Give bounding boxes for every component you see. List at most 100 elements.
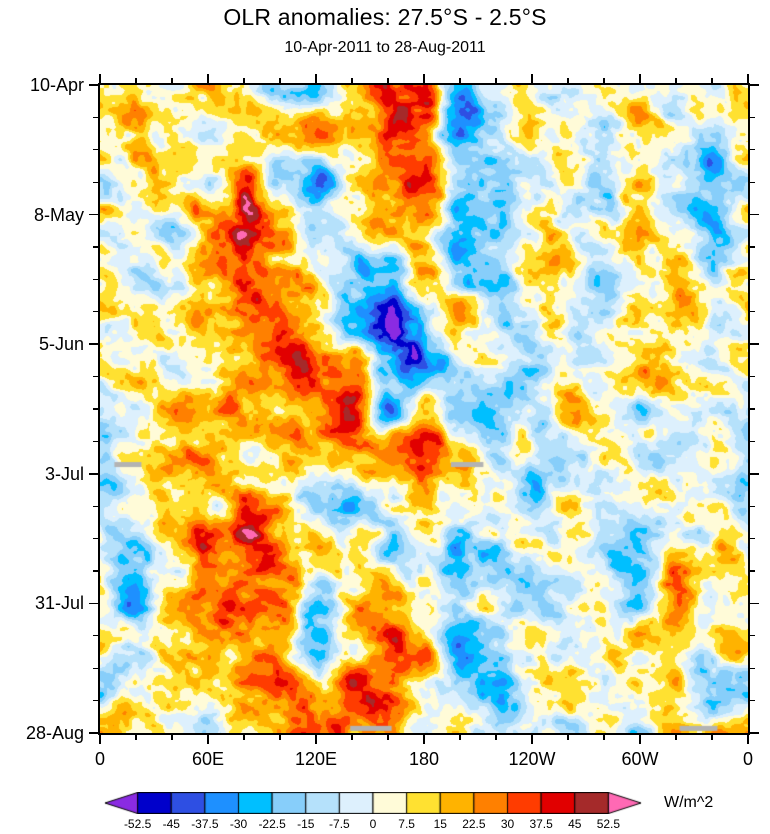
x-minor-tick: [243, 735, 245, 740]
y-minor-tick: [750, 278, 755, 280]
colorbar-tick-label: -15: [297, 817, 315, 831]
y-major-tick: [89, 732, 98, 734]
x-minor-tick: [351, 735, 353, 740]
y-major-tick: [750, 732, 759, 734]
chart-title: OLR anomalies: 27.5°S - 2.5°S: [223, 4, 547, 30]
x-minor-tick: [675, 78, 677, 83]
y-minor-tick: [750, 700, 755, 702]
colorbar-tick-label: 45: [568, 817, 582, 831]
y-minor-tick: [750, 570, 755, 572]
heatmap-canvas: [100, 85, 748, 733]
y-minor-tick: [93, 149, 98, 151]
colorbar-tick-label: 52.5: [596, 817, 621, 831]
x-minor-tick: [711, 735, 713, 740]
x-minor-tick: [279, 78, 281, 83]
y-tick-label: 8-May: [33, 204, 84, 225]
y-minor-tick: [93, 376, 98, 378]
y-minor-tick: [93, 246, 98, 248]
x-minor-tick: [459, 78, 461, 83]
y-minor-tick: [93, 570, 98, 572]
x-major-tick: [315, 74, 317, 83]
y-major-tick: [750, 602, 759, 605]
y-tick-label: 28-Aug: [25, 723, 84, 743]
colorbar-tick-label: -22.5: [258, 817, 286, 831]
x-major-tick: [747, 74, 749, 83]
y-tick-label: 31-Jul: [34, 593, 84, 614]
y-tick-label: 10-Apr: [29, 75, 84, 95]
y-minor-tick: [750, 505, 755, 507]
x-minor-tick: [603, 735, 605, 740]
y-minor-tick: [93, 700, 98, 702]
x-major-tick: [639, 735, 641, 744]
x-major-tick: [423, 735, 425, 744]
y-minor-tick: [750, 376, 755, 378]
y-major-tick: [89, 602, 98, 605]
y-major-tick: [89, 343, 98, 345]
x-minor-tick: [603, 78, 605, 83]
y-minor-tick: [93, 505, 98, 507]
x-minor-tick: [567, 735, 569, 740]
colorbar-tick-label: 22.5: [462, 817, 486, 831]
x-minor-tick: [387, 78, 389, 83]
y-major-tick: [750, 473, 759, 475]
chart-subtitle: 10-Apr-2011 to 28-Aug-2011: [284, 39, 486, 56]
y-major-tick: [750, 213, 759, 216]
x-major-tick: [315, 735, 317, 744]
colorbar-tick-label: 30: [500, 817, 515, 831]
plot-frame: [98, 83, 750, 735]
x-minor-tick: [351, 78, 353, 83]
y-minor-tick: [750, 440, 755, 442]
x-major-tick: [99, 74, 101, 83]
x-minor-tick: [675, 735, 677, 740]
x-major-tick: [99, 735, 101, 744]
x-major-tick: [747, 735, 749, 744]
colorbar-tick-label: -37.5: [191, 817, 219, 831]
y-major-tick: [750, 84, 759, 86]
colorbar-tick-label: 7.5: [398, 817, 415, 831]
x-minor-tick: [243, 78, 245, 83]
x-major-tick: [531, 74, 533, 83]
units-label: W/m^2: [664, 794, 714, 811]
colorbar-tick-label: 0: [369, 817, 377, 831]
x-minor-tick: [495, 735, 497, 740]
x-tick-label: 120E: [294, 749, 338, 769]
y-minor-tick: [750, 408, 755, 410]
x-tick-label: 180: [408, 749, 440, 769]
x-major-tick: [423, 74, 425, 83]
colorbar-tick-label: -45: [162, 817, 180, 831]
x-minor-tick: [135, 78, 137, 83]
x-major-tick: [207, 735, 209, 744]
x-minor-tick: [279, 735, 281, 740]
y-tick-label: 3-Jul: [44, 463, 84, 484]
y-major-tick: [750, 343, 759, 345]
colorbar-tick-label: 37.5: [529, 817, 553, 831]
y-minor-tick: [750, 538, 755, 540]
x-minor-tick: [495, 78, 497, 83]
x-tick-label: 60E: [191, 749, 225, 769]
y-minor-tick: [750, 149, 755, 151]
colorbar-tick-label: -52.5: [123, 817, 152, 831]
colorbar: [104, 792, 642, 814]
y-minor-tick: [750, 311, 755, 313]
x-minor-tick: [171, 735, 173, 740]
y-major-tick: [89, 213, 98, 216]
y-minor-tick: [750, 246, 755, 248]
x-major-tick: [531, 735, 533, 744]
y-tick-label: 5-Jun: [38, 334, 84, 355]
x-tick-label: 0: [742, 749, 753, 769]
x-minor-tick: [387, 735, 389, 740]
y-minor-tick: [750, 667, 755, 669]
y-minor-tick: [93, 278, 98, 280]
colorbar-tick-label: -30: [229, 817, 248, 831]
y-minor-tick: [93, 635, 98, 637]
colorbar-tick-label: -7.5: [329, 817, 350, 831]
y-minor-tick: [93, 181, 98, 183]
y-minor-tick: [93, 116, 98, 118]
y-major-tick: [89, 84, 98, 86]
y-minor-tick: [750, 116, 755, 118]
x-minor-tick: [711, 78, 713, 83]
x-tick-label: 0: [94, 749, 105, 769]
x-minor-tick: [567, 78, 569, 83]
x-minor-tick: [459, 735, 461, 740]
